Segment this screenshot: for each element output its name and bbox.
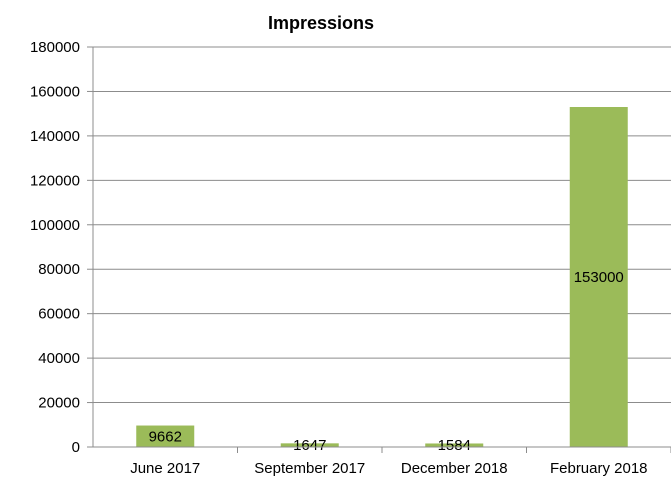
y-tick-label: 80000 [38,261,80,278]
bar [569,107,628,447]
x-tick-label: June 2017 [130,460,200,477]
y-tick-label: 180000 [30,39,80,56]
y-axis-tick-labels: 0 20000 40000 60000 80000 100000 120000 140000 1… [30,39,80,456]
y-tick-label: 60000 [38,306,80,323]
data-label: 153000 [574,269,624,286]
bar [136,425,195,447]
data-labels: 9662 1647 1584 153000 [149,269,624,454]
y-tick-label: 160000 [30,83,80,100]
data-label: 9662 [149,428,182,445]
bar [280,443,339,447]
y-tick-label: 40000 [38,350,80,367]
x-tick-label: February 2018 [550,460,648,477]
y-tick-label: 20000 [38,395,80,412]
x-axis-tick-labels: June 2017 September 2017 December 2018 Febr… [130,460,647,477]
data-label: 1647 [293,437,326,454]
x-tick-label: September 2017 [254,460,365,477]
y-tick-label: 0 [72,439,80,456]
y-tick-label: 120000 [30,172,80,189]
data-label: 1584 [438,437,471,454]
chart-title: Impressions [268,13,374,33]
bars [136,107,628,447]
x-tick-label: December 2018 [401,460,508,477]
y-tick-label: 140000 [30,128,80,145]
bar [425,443,484,447]
y-tick-label: 100000 [30,217,80,234]
